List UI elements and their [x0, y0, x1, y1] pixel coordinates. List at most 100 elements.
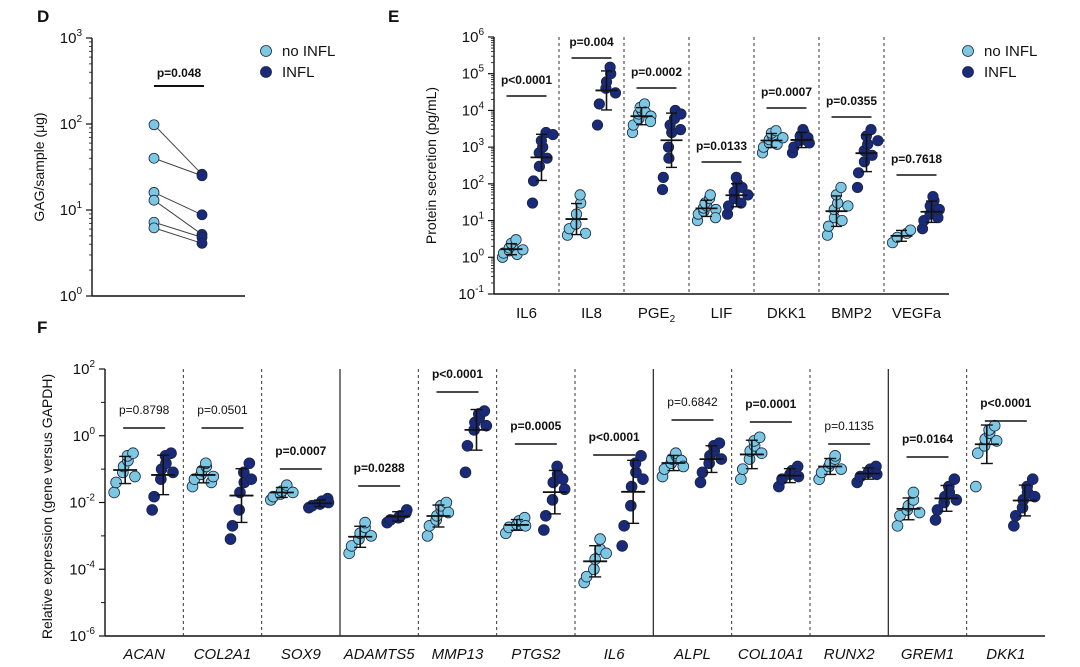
panel-e-point-no-infl: [704, 189, 716, 201]
panel-e-category-label: IL8: [581, 305, 602, 322]
panel-e-point-infl: [865, 124, 877, 136]
panel-f-category-label: RUNX2: [824, 646, 876, 663]
panel-f-point-no-infl: [110, 476, 122, 489]
legend-marker-infl: [962, 66, 974, 78]
panel-e-point-infl: [852, 167, 865, 179]
panel-e-point-no-infl: [842, 200, 854, 212]
panel-e-point-infl: [933, 203, 945, 216]
panel-e-point-no-infl: [836, 214, 848, 227]
panel-f-point-infl: [551, 460, 563, 473]
panel-f-point-no-infl: [970, 480, 982, 493]
panel-d-point-infl: [196, 237, 208, 249]
panel-e-point-no-infl: [709, 212, 722, 224]
panel-d-pair-line: [153, 157, 203, 177]
panel-f-p-value: p=0.0288: [354, 461, 405, 475]
panel-f-point-infl: [243, 457, 256, 470]
panel-f-point-infl: [478, 405, 491, 417]
panel-f-y-tick-label: 10-4: [69, 559, 95, 578]
panel-e-point-infl: [604, 61, 616, 73]
panel-e-point-infl: [927, 190, 939, 203]
panel-f-point-infl: [931, 504, 944, 516]
panel-e-y-tick-label: 104: [462, 100, 485, 119]
panel-f-p-value: p=0.0164: [902, 432, 953, 446]
panel-f-category-label: COL10A1: [738, 646, 804, 663]
panel-d-pair-line: [153, 221, 203, 238]
panel-f-point-infl: [546, 494, 559, 506]
panel-f-point-infl: [233, 504, 245, 516]
panel-f-category-label: MMP13: [432, 646, 484, 663]
panel-e-point-infl: [675, 108, 687, 120]
panel-f-point-no-infl: [129, 470, 141, 483]
panel-f-point-infl: [1028, 490, 1041, 503]
panel-d-y-tick-label: 100: [60, 286, 83, 305]
panel-f-point-infl: [618, 520, 630, 532]
panel-e-p-value: p=0.004: [569, 35, 614, 49]
panel-f-p-value: p=0.6842: [667, 395, 718, 409]
panel-f-point-infl: [538, 524, 550, 536]
panel-e-point-infl: [547, 128, 559, 141]
panel-f-point-infl: [625, 499, 637, 512]
panel-f-point-infl: [1008, 520, 1020, 532]
panel-d-y-label: GAG/sample (μg): [31, 112, 47, 221]
panel-f-p-value: p=0.0007: [275, 444, 326, 458]
panel-f-y-tick-label: 102: [73, 359, 96, 378]
panel-d-point-infl: [196, 209, 208, 221]
panel-f-y-label: Relative expression (gene versus GAPDH): [39, 374, 55, 639]
panel-f-point-infl: [625, 480, 638, 493]
panel-e-point-infl: [657, 171, 669, 183]
panel-f-category-label: COL2A1: [194, 646, 252, 663]
panel-e-point-no-infl: [510, 234, 522, 246]
panel-e-point-infl: [851, 181, 864, 194]
panel-e-y-tick-label: 102: [462, 174, 485, 193]
legend-marker-infl: [260, 66, 272, 78]
panel-e-y-tick-label: 106: [462, 27, 485, 46]
panel-f-category-label: ALPL: [673, 646, 711, 663]
panel-e-y-tick-label: 105: [462, 64, 485, 83]
panel-e-y-tick-label: 100: [462, 247, 485, 266]
panel-f-point-no-infl: [753, 431, 766, 444]
legend-label-no-infl: no INFL: [282, 43, 335, 60]
panel-e-p-value: p=0.0355: [826, 94, 877, 108]
panel-f-p-value: p=0.0001: [745, 397, 796, 411]
panel-f-category-label: IL6: [604, 646, 626, 663]
panel-e-y-label: Protein secretion (pg/mL): [423, 87, 439, 244]
panel-f-point-no-infl: [359, 516, 371, 529]
panel-f-p-value: p<0.0001: [432, 367, 483, 381]
panel-e-point-infl: [872, 135, 884, 147]
panel-e-category-label: BMP2: [831, 305, 872, 322]
panel-d-pair-line: [153, 124, 203, 175]
panel-d-point-no-infl: [148, 119, 160, 131]
panel-f-point-no-infl: [907, 486, 920, 499]
panel-e-point-infl: [656, 183, 669, 196]
panel-d-pair-line: [153, 227, 203, 244]
panel-f-point-no-infl: [588, 563, 600, 576]
panel-f-point-no-infl: [108, 486, 120, 499]
panel-e-p-value: p=0.0007: [761, 85, 812, 99]
panel-f-point-no-infl: [345, 540, 358, 552]
legend-label-infl: INFL: [282, 64, 315, 81]
panel-e-p-value: p=0.0002: [631, 65, 682, 79]
panel-f-category-label: DKK1: [986, 646, 1025, 663]
panel-d-point-infl: [196, 170, 208, 182]
panel-f-point-infl: [461, 439, 474, 452]
panel-d-pair-line: [153, 191, 203, 216]
panel-f-point-infl: [556, 473, 569, 485]
panel-label-d: D: [37, 7, 49, 26]
panel-e-p-value: p=0.7618: [891, 152, 942, 166]
panel-e-y-tick-label: 101: [462, 211, 485, 230]
panel-f-point-no-infl: [891, 520, 904, 532]
panel-f-point-infl: [146, 504, 158, 516]
panel-e-point-infl: [674, 124, 687, 136]
panel-f-point-infl: [950, 494, 963, 506]
panel-e-point-infl: [722, 200, 735, 212]
panel-f-point-no-infl: [755, 447, 768, 460]
panel-f-p-value: p<0.0001: [589, 430, 640, 444]
panel-f-y-tick-label: 100: [73, 426, 96, 445]
panel-e-y-tick-label: 103: [462, 137, 485, 156]
panel-f-point-no-infl: [207, 470, 220, 483]
panel-f-point-no-infl: [200, 457, 212, 470]
panel-d-y-tick-label: 101: [60, 200, 83, 219]
panel-f-p-value: p=0.0005: [510, 419, 561, 433]
panel-f-point-infl: [792, 470, 805, 483]
